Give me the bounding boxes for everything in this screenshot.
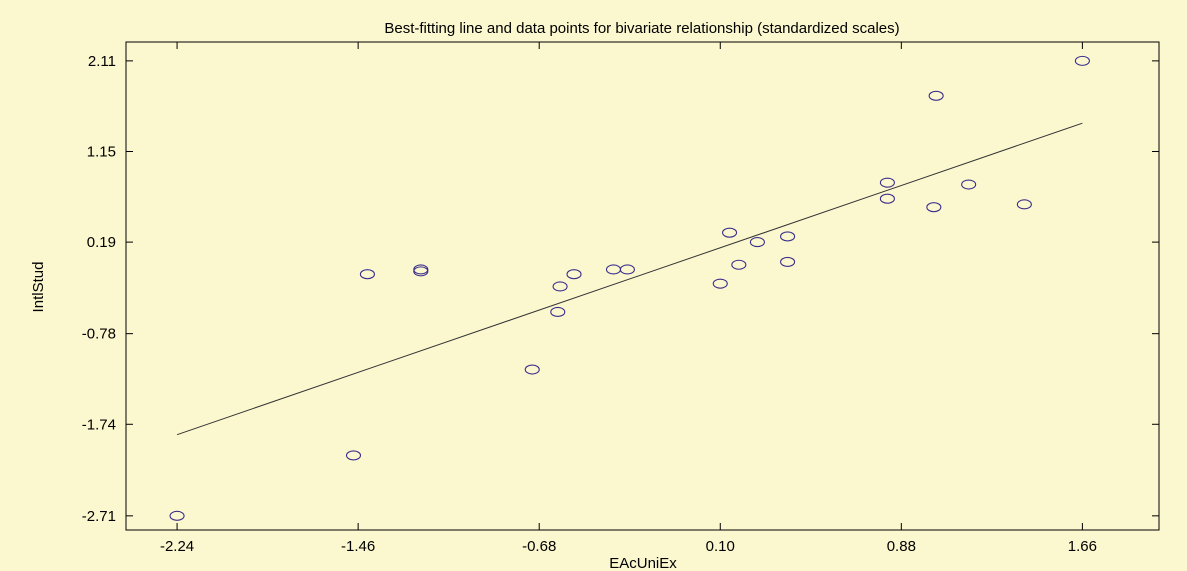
data-point [619,264,635,275]
y-tick-label: -1.74 [82,416,116,433]
x-tick-label: -2.24 [160,538,194,555]
data-point [359,269,375,280]
data-point [524,364,540,375]
x-tick-label: -1.46 [341,538,375,555]
data-point [731,259,747,270]
data-point [552,281,568,292]
data-point [780,256,796,267]
y-axis-label: IntlStud [30,262,47,313]
data-point [345,450,362,461]
data-point [413,264,429,275]
data-point [780,231,796,242]
chart-title: Best-fitting line and data points for bi… [384,20,899,37]
data-point [712,278,728,289]
x-tick-label: 0.10 [706,538,735,555]
data-point [926,202,942,213]
data-point [550,306,566,318]
data-point [928,90,944,101]
plot-area [125,41,1160,531]
data-point [1016,199,1032,210]
x-axis: -2.24 -1.46 -0.68 0.10 0.88 1.66 [160,42,1097,555]
y-tick-label: -0.78 [82,326,116,343]
y-tick-label: -2.71 [82,508,116,525]
best-fit-line [176,122,1083,436]
data-point [566,269,582,280]
y-tick-label: 1.15 [87,143,116,160]
x-tick-label: 0.88 [887,538,916,555]
y-tick-label: 2.11 [88,53,116,70]
data-point [879,193,895,204]
data-point [722,227,738,238]
data-point [879,177,895,188]
fit-line-layer [176,122,1083,436]
x-axis-label: EAcUniEx [609,555,677,571]
data-point [1074,55,1090,66]
y-axis: 2.11 1.15 0.19 -0.78 -1.74 -2.71 [82,53,1159,525]
x-tick-label: 1.66 [1068,538,1097,555]
y-tick-label: 0.19 [87,234,116,251]
data-point [169,510,185,521]
data-points-layer [169,55,1090,521]
x-tick-label: -0.68 [522,538,556,555]
data-point [961,179,977,190]
data-point [749,237,765,248]
